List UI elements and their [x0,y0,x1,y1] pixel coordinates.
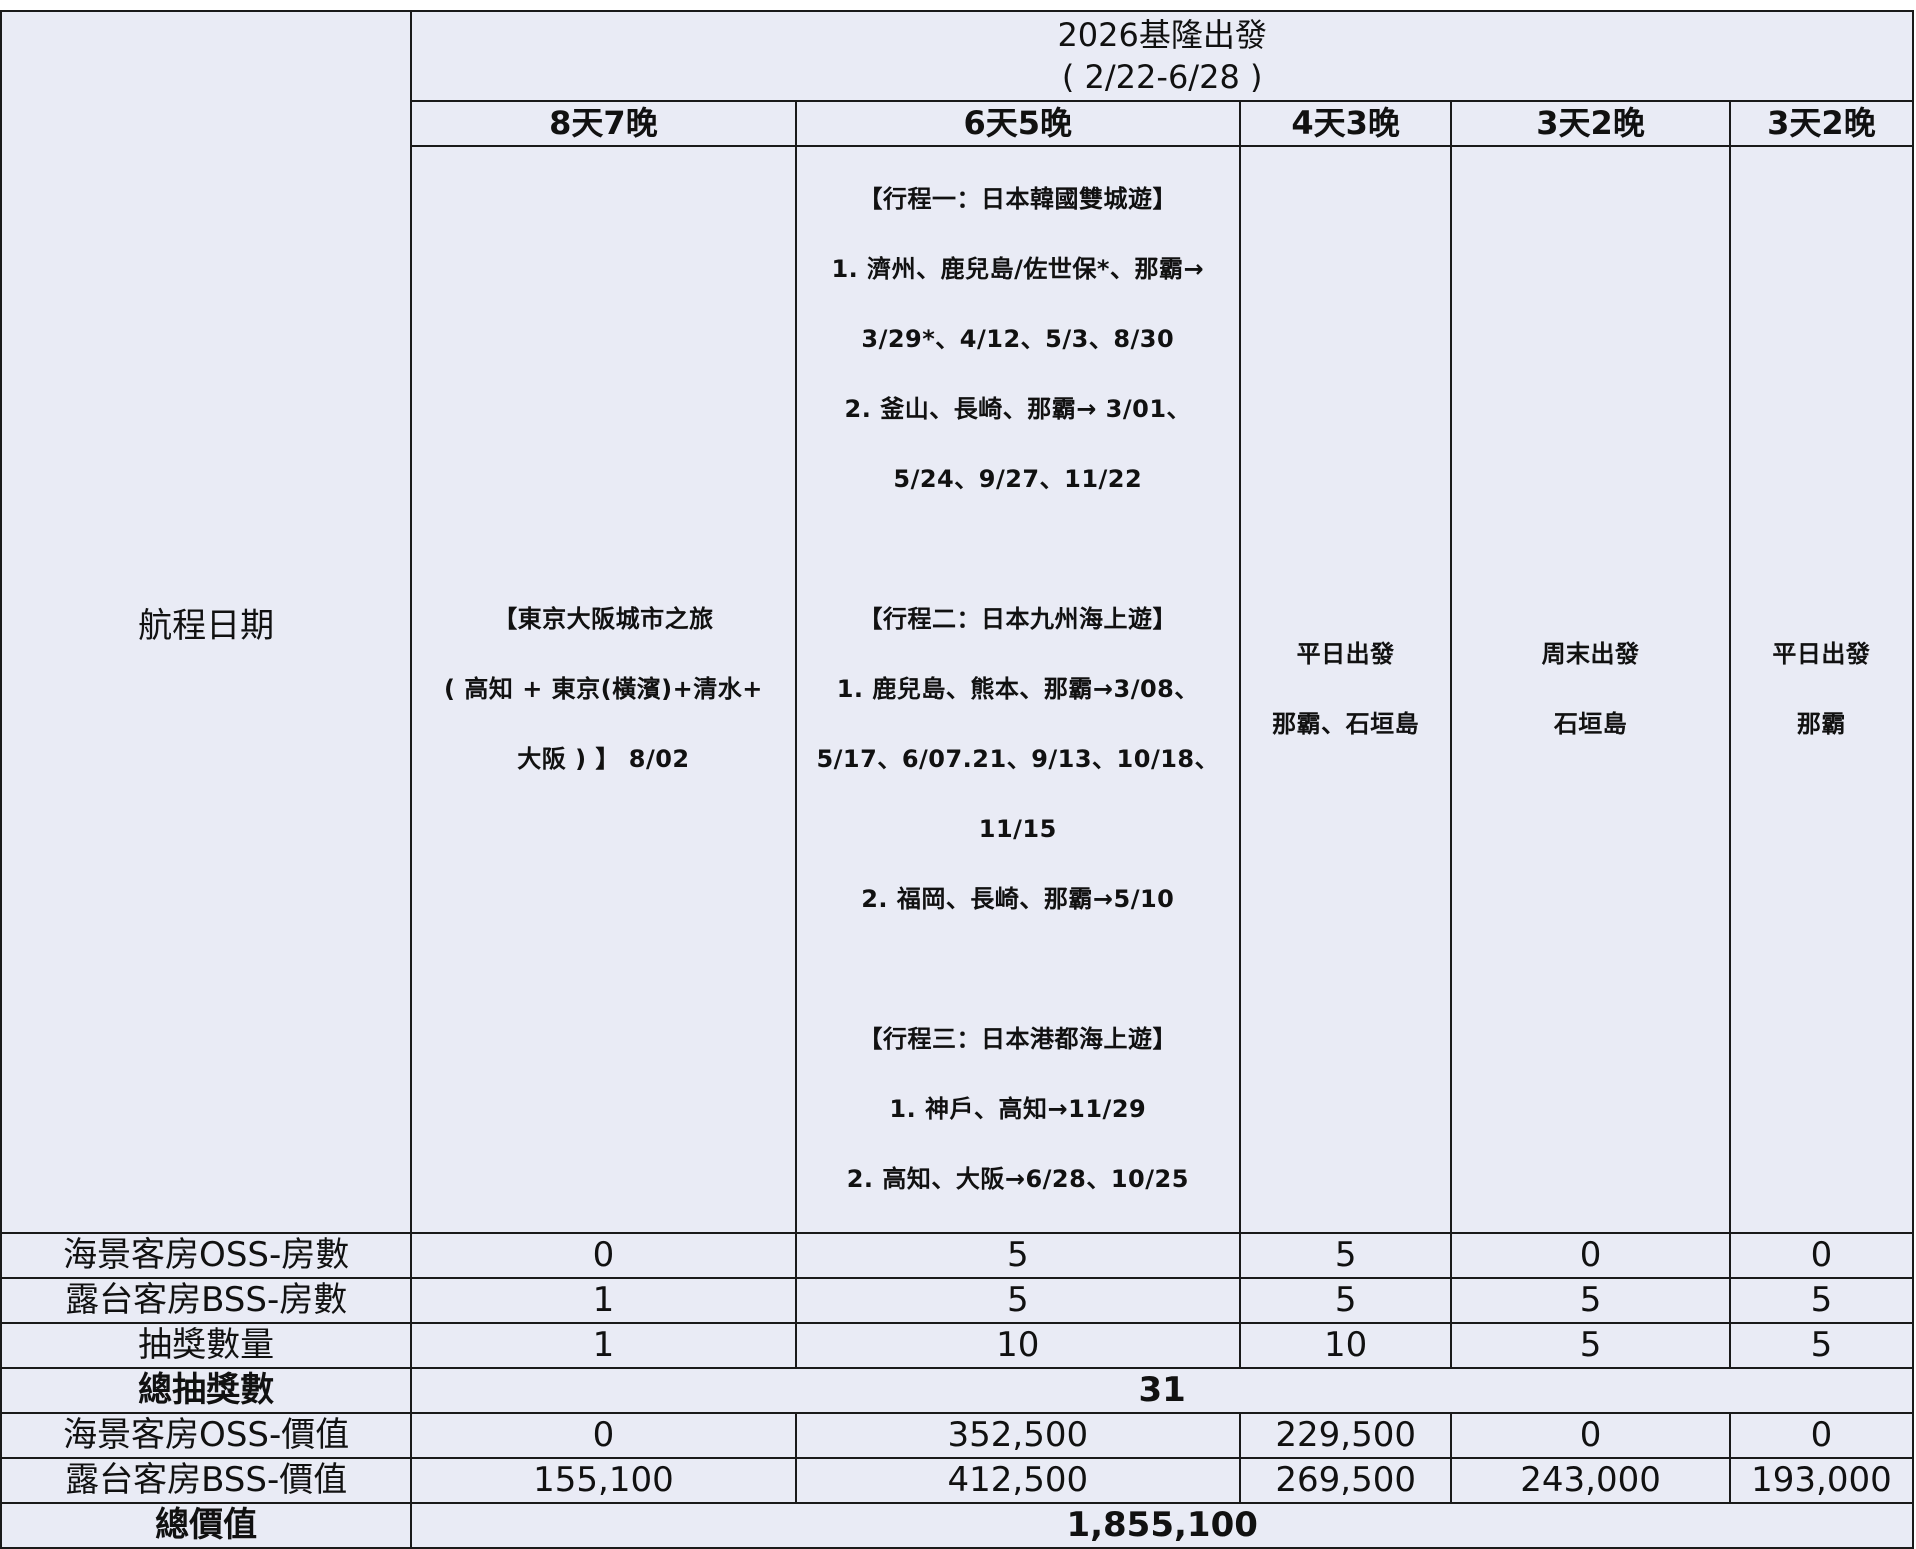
itinerary-group-title: 【行程一：日本韓國雙城遊】 [858,185,1178,213]
itinerary-line: 11/15 [978,815,1057,843]
row-label: 露台客房BSS-價值 [0,1457,413,1504]
itinerary-line: 大阪 ) 】 8/02 [517,745,690,773]
duration-row: 8天7晚 6天5晚 4天3晚 3天2晚 3天2晚 [1,100,1915,147]
table-cell: 0 [410,1232,797,1279]
itinerary-cell-3d2n-weekend: 周末出發 石垣島 [1450,145,1731,1234]
total-value-row: 總價值 1,855,100 [0,1502,1914,1549]
table-title: 2026基隆出發 [1057,16,1267,54]
table-cell: 10 [1239,1322,1453,1369]
table-cell: 5 [794,1277,1242,1324]
table-title-cell: 2026基隆出發 ( 2/22-6/28 ) [410,10,1914,102]
itinerary-line: 石垣島 [1553,710,1628,738]
itinerary-line: 平日出發 [1772,640,1871,668]
table-cell: 10 [794,1322,1242,1369]
table-cell: 5 [1239,1277,1453,1324]
itinerary-date-label-cell: 航程日期 [0,10,413,1234]
duration-header: 8天7晚 [410,100,797,147]
row-label: 抽獎數量 [0,1322,413,1369]
total-draws-row: 總抽獎數 31 [0,1367,1914,1414]
table-cell: 1 [410,1277,797,1324]
itinerary-cell-4d3n: 平日出發 那霸、石垣島 [1239,145,1453,1234]
itinerary-line: 那霸、石垣島 [1272,710,1420,738]
itinerary-line: 5/24、9/27、11/22 [893,465,1143,493]
table-row-oss-value: 海景客房OSS-價值 0 352,500 229,500 0 0 [0,1412,1915,1459]
table-row-draw-count: 抽獎數量 1 10 10 5 5 [0,1322,1915,1369]
table-cell: 0 [410,1412,797,1459]
duration-header: 3天2晚 [1728,100,1915,147]
table-cell: 5 [1239,1232,1453,1279]
itinerary-line: 平日出發 [1296,640,1395,668]
table-cell: 269,500 [1239,1457,1453,1504]
itinerary-line: 周末出發 [1541,640,1640,668]
itinerary-date-label: 航程日期 [138,605,275,646]
table-row-bss-rooms: 露台客房BSS-房數 1 5 5 5 5 [0,1277,1915,1324]
itinerary-group-title: 【行程二：日本九州海上遊】 [858,605,1178,633]
itinerary-cell-6d5n: 【行程一：日本韓國雙城遊】 1. 濟州、鹿兒島/佐世保*、那霸→ 3/29*、4… [794,145,1242,1234]
row-label: 露台客房BSS-房數 [0,1277,413,1324]
table-cell: 1 [410,1322,797,1369]
duration-header: 4天3晚 [1239,100,1453,147]
duration-header: 6天5晚 [794,100,1242,147]
table-cell: 193,000 [1728,1457,1915,1504]
table-cell: 352,500 [794,1412,1242,1459]
itinerary-line: ( 高知 + 東京(橫濱)+清水+ [444,675,763,703]
date-range: ( 2/22-6/28 ) [1061,58,1263,96]
table-cell: 5 [1728,1322,1915,1369]
table-cell: 0 [1728,1412,1915,1459]
table-cell: 412,500 [794,1457,1242,1504]
table-row-bss-value: 露台客房BSS-價值 155,100 412,500 269,500 243,0… [0,1457,1915,1504]
itinerary-text: 【東京大阪城市之旅 ( 高知 + 東京(橫濱)+清水+ 大阪 ) 】 8/02 [413,567,793,812]
table-cell: 5 [1728,1277,1915,1324]
table-cell: 155,100 [410,1457,797,1504]
row-label: 海景客房OSS-房數 [0,1232,413,1279]
itinerary-line: 2. 福岡、長崎、那霸→5/10 [861,885,1175,913]
itinerary-line: 1. 濟州、鹿兒島/佐世保*、那霸→ [831,255,1205,283]
title-row: 航程日期 2026基隆出發 ( 2/22-6/28 ) [0,10,1914,1234]
itinerary-line: 【東京大阪城市之旅 [493,605,714,633]
cruise-prize-table: 航程日期 2026基隆出發 ( 2/22-6/28 ) 8天7晚 6天5晚 4天… [0,10,1915,1549]
total-value-amount: 1,855,100 [410,1502,1914,1549]
total-draws-value: 31 [410,1367,1914,1414]
itinerary-group-title: 【行程三：日本港都海上遊】 [858,1025,1178,1053]
total-value-label: 總價值 [0,1502,413,1549]
table-cell: 229,500 [1239,1412,1453,1459]
table-cell: 5 [1450,1277,1731,1324]
table-cell: 0 [1450,1412,1731,1459]
duration-header: 3天2晚 [1450,100,1731,147]
itinerary-line: 5/17、6/07.21、9/13、10/18、 [816,745,1220,773]
table-cell: 0 [1450,1232,1731,1279]
itinerary-line: 3/29*、4/12、5/3、8/30 [861,325,1175,353]
table-row-oss-rooms: 海景客房OSS-房數 0 5 5 0 0 [0,1232,1915,1279]
itinerary-text: 【行程一：日本韓國雙城遊】 1. 濟州、鹿兒島/佐世保*、那霸→ 3/29*、4… [798,148,1239,1231]
itinerary-text: 平日出發 那霸、石垣島 [1242,602,1449,777]
itinerary-cell-8d7n: 【東京大阪城市之旅 ( 高知 + 東京(橫濱)+清水+ 大阪 ) 】 8/02 [410,145,797,1234]
itinerary-text: 平日出發 那霸 [1732,602,1911,777]
total-draws-label: 總抽獎數 [0,1367,413,1414]
itinerary-line: 1. 鹿兒島、熊本、那霸→3/08、 [836,675,1199,703]
itinerary-text: 周末出發 石垣島 [1453,602,1728,777]
table-cell: 5 [794,1232,1242,1279]
itinerary-line: 2. 高知、大阪→6/28、10/25 [846,1165,1189,1193]
itinerary-line: 1. 神戶、高知→11/29 [889,1095,1147,1123]
table-cell: 5 [1450,1322,1731,1369]
table-cell: 0 [1728,1232,1915,1279]
itinerary-line: 那霸 [1796,710,1846,738]
itinerary-line: 2. 釜山、長崎、那霸→ 3/01、 [844,395,1192,423]
table-cell: 243,000 [1450,1457,1731,1504]
row-label: 海景客房OSS-價值 [0,1412,413,1459]
itinerary-cell-3d2n-weekday: 平日出發 那霸 [1728,145,1915,1234]
